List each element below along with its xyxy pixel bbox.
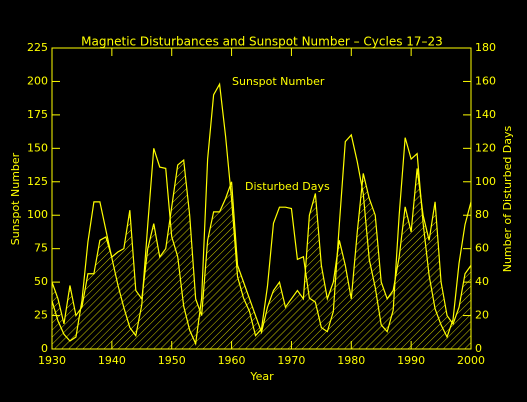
x-tick-label: 1970 [277,354,305,367]
x-tick-label: 1960 [218,354,246,367]
y2-tick-label: 160 [475,74,496,87]
x-tick-label: 1930 [38,354,66,367]
hatched-area [52,160,471,349]
y-tick-label: 125 [27,175,48,188]
y-tick-label: 25 [34,309,48,322]
series-label: Disturbed Days [245,180,330,193]
y2-tick-label: 40 [475,275,489,288]
y2-tick-label: 120 [475,141,496,154]
x-axis-label: Year [249,370,274,383]
x-tick-label: 1990 [397,354,425,367]
series-line [51,158,472,335]
y2-tick-label: 0 [475,342,482,355]
y-tick-label: 225 [27,41,48,54]
y-tick-label: 100 [27,208,48,221]
x-tick-label: 1940 [98,354,126,367]
y-tick-label: 150 [27,141,48,154]
y2-tick-label: 80 [475,208,489,221]
y2-tick-label: 140 [475,108,496,121]
y-tick-label: 50 [34,275,48,288]
y2-axis-label: Number of Disturbed Days [501,125,514,272]
y2-tick-label: 60 [475,242,489,255]
y-axis-label: Sunspot Number [9,152,22,245]
y-tick-label: 0 [41,342,48,355]
y2-tick-label: 180 [475,41,496,54]
series-label: Sunspot Number [232,75,325,88]
y-tick-label: 200 [27,74,48,87]
y-tick-label: 175 [27,108,48,121]
chart-title: Magnetic Disturbances and Sunspot Number… [81,35,443,49]
y2-tick-label: 20 [475,309,489,322]
y-tick-label: 75 [34,242,48,255]
x-tick-label: 1950 [158,354,186,367]
y2-tick-label: 100 [475,175,496,188]
x-tick-label: 1980 [337,354,365,367]
x-tick-label: 2000 [457,354,485,367]
